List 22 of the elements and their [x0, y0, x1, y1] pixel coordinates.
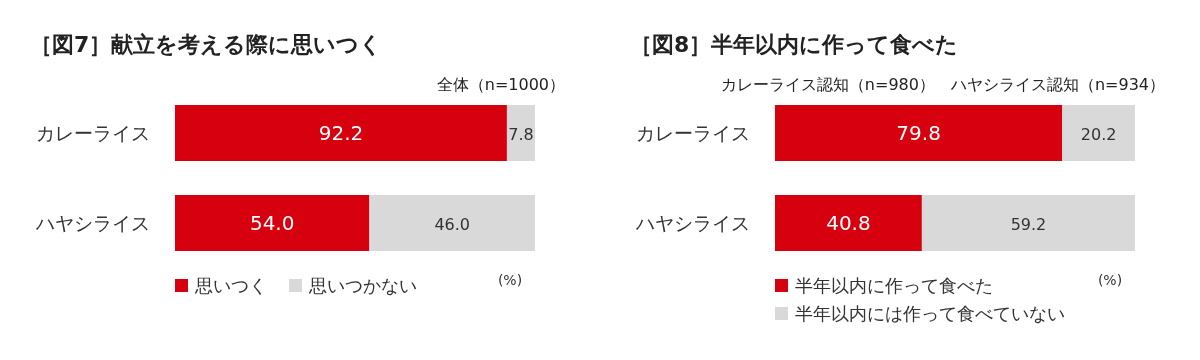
text: (%) — [497, 272, 523, 288]
data-label: 54.0 — [249, 211, 295, 235]
data-label: 46.0 — [434, 215, 471, 234]
legend-label: 思いつかない — [308, 275, 417, 296]
chart-subtitle: カレーライス認知（n=980） ハヤシライス認知（n=934） — [720, 75, 1165, 94]
legend-label: 半年以内には作って食べていない — [795, 303, 1065, 324]
data-label: 79.8 — [896, 121, 941, 145]
chart-title: ［図7］献立を考える際に思いつく — [30, 32, 383, 57]
data-label: 59.2 — [1010, 215, 1047, 234]
y-tick-label: カレーライス — [36, 122, 150, 144]
data-label: 20.2 — [1080, 125, 1117, 144]
text: (%) — [1097, 272, 1123, 288]
data-label: 92.2 — [318, 121, 364, 145]
y-tick-label: カレーライス — [636, 122, 750, 144]
chart-subtitle: 全体（n=1000） — [436, 75, 565, 94]
data-label: 7.8 — [508, 125, 534, 144]
chart-title: ［図8］半年以内に作って食べた — [630, 32, 959, 57]
y-tick-label: ハヤシライス — [35, 212, 150, 234]
y-tick-label: ハヤシライス — [635, 212, 750, 234]
legend-label: 半年以内に作って食べた — [795, 275, 993, 296]
legend-label: 思いつく — [194, 275, 267, 296]
data-label: 40.8 — [826, 211, 871, 235]
